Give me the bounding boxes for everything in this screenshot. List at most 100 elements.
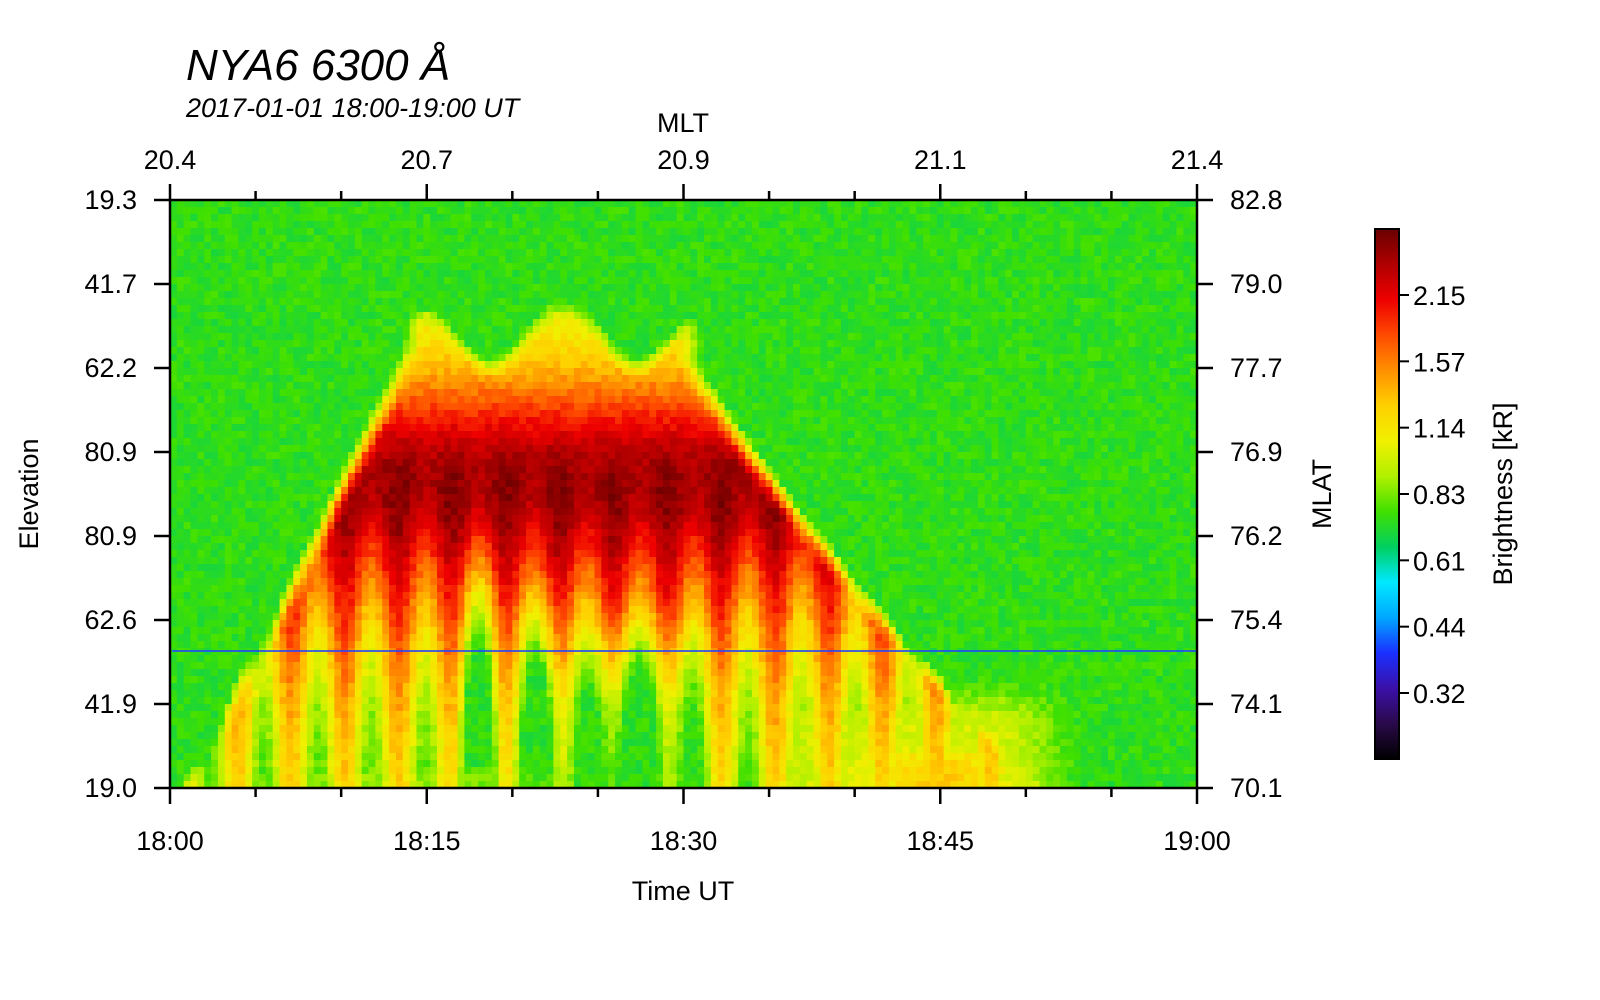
heatmap-cell	[320, 270, 329, 278]
heatmap-cell	[437, 200, 445, 208]
heatmap-cell	[491, 333, 500, 341]
heatmap-cell	[840, 200, 849, 208]
heatmap-cell	[1073, 368, 1082, 376]
heatmap-cell	[662, 249, 671, 257]
heatmap-cell	[950, 263, 958, 271]
heatmap-cell	[704, 305, 712, 313]
heatmap-cell	[395, 256, 404, 264]
heatmap-cell	[1183, 298, 1191, 306]
heatmap-cell	[717, 263, 726, 271]
heatmap-cell	[245, 389, 253, 397]
heatmap-cell	[601, 291, 609, 299]
heatmap-cell	[786, 403, 794, 411]
heatmap-cell	[409, 333, 418, 341]
heatmap-cell	[1073, 235, 1082, 243]
heatmap-cell	[594, 284, 602, 292]
heatmap-cell	[1094, 291, 1102, 299]
heatmap-cell	[971, 200, 979, 208]
heatmap-cell	[348, 263, 356, 271]
heatmap-cell	[751, 263, 760, 271]
heatmap-cell	[505, 263, 513, 271]
heatmap-cell	[608, 361, 616, 369]
heatmap-cell	[361, 403, 370, 411]
heatmap-cell	[751, 284, 760, 292]
heatmap-cell	[621, 284, 630, 292]
heatmap-cell	[437, 319, 445, 327]
heatmap-cell	[923, 333, 931, 341]
heatmap-cell	[662, 410, 671, 418]
heatmap-cell	[1121, 200, 1130, 208]
heatmap-cell	[1162, 277, 1171, 285]
heatmap-cell	[546, 417, 555, 425]
heatmap-cell	[471, 354, 479, 362]
heatmap-cell	[204, 277, 212, 285]
heatmap-cell	[190, 263, 198, 271]
heatmap-cell	[875, 347, 883, 355]
heatmap-cell	[416, 389, 424, 397]
heatmap-cell	[929, 256, 938, 264]
heatmap-cell	[964, 354, 972, 362]
heatmap-cell	[183, 291, 192, 299]
heatmap-cell	[868, 235, 876, 243]
heatmap-cell	[683, 361, 691, 369]
heatmap-cell	[443, 375, 452, 383]
heatmap-cell	[382, 298, 390, 306]
heatmap-cell	[1183, 235, 1191, 243]
heatmap-cell	[1012, 389, 1020, 397]
heatmap-cell	[1073, 200, 1082, 208]
heatmap-cell	[847, 368, 856, 376]
heatmap-cell	[724, 424, 733, 432]
heatmap-cell	[950, 326, 958, 334]
heatmap-cell	[1135, 263, 1143, 271]
heatmap-cell	[998, 389, 1006, 397]
heatmap-cell	[300, 417, 308, 425]
heatmap-cell	[621, 270, 630, 278]
heatmap-cell	[1190, 347, 1198, 355]
heatmap-cell	[1176, 291, 1184, 299]
heatmap-cell	[1080, 256, 1089, 264]
heatmap-cell	[1162, 214, 1171, 222]
heatmap-cell	[669, 221, 678, 229]
heatmap-cell	[1142, 277, 1150, 285]
heatmap-cell	[1018, 270, 1027, 278]
heatmap-cell	[929, 298, 938, 306]
heatmap-cell	[786, 333, 794, 341]
heatmap-cell	[560, 284, 568, 292]
heatmap-cell	[649, 305, 657, 313]
heatmap-cell	[1169, 368, 1178, 376]
heatmap-cell	[197, 263, 205, 271]
heatmap-cell	[176, 291, 185, 299]
heatmap-cell	[1107, 361, 1116, 369]
heatmap-cell	[1114, 249, 1123, 257]
heatmap-cell	[991, 291, 1000, 299]
heatmap-cell	[471, 277, 479, 285]
heatmap-cell	[560, 382, 568, 390]
heatmap-cell	[710, 228, 719, 236]
heatmap-cell	[272, 291, 281, 299]
heatmap-cell	[1053, 207, 1061, 215]
heatmap-cell	[197, 368, 205, 376]
heatmap-cell	[957, 242, 965, 250]
heatmap-cell	[1053, 424, 1061, 432]
heatmap-cell	[1114, 200, 1123, 208]
heatmap-cell	[676, 207, 685, 215]
heatmap-cell	[1080, 389, 1089, 397]
heatmap-cell	[1053, 333, 1061, 341]
heatmap-cell	[1025, 207, 1034, 215]
heatmap-cell	[183, 270, 192, 278]
heatmap-cell	[491, 424, 500, 432]
heatmap-cell	[211, 291, 219, 299]
heatmap-cell	[1005, 424, 1013, 432]
heatmap-cell	[484, 340, 493, 348]
heatmap-cell	[635, 228, 644, 236]
heatmap-cell	[971, 375, 979, 383]
heatmap-cell	[437, 375, 445, 383]
heatmap-cell	[279, 389, 287, 397]
heatmap-cell	[286, 424, 294, 432]
heatmap-cell	[368, 291, 376, 299]
heatmap-cell	[512, 361, 520, 369]
heatmap-cell	[224, 284, 233, 292]
heatmap-cell	[971, 270, 979, 278]
heatmap-cell	[1121, 375, 1130, 383]
heatmap-cell	[526, 305, 534, 313]
